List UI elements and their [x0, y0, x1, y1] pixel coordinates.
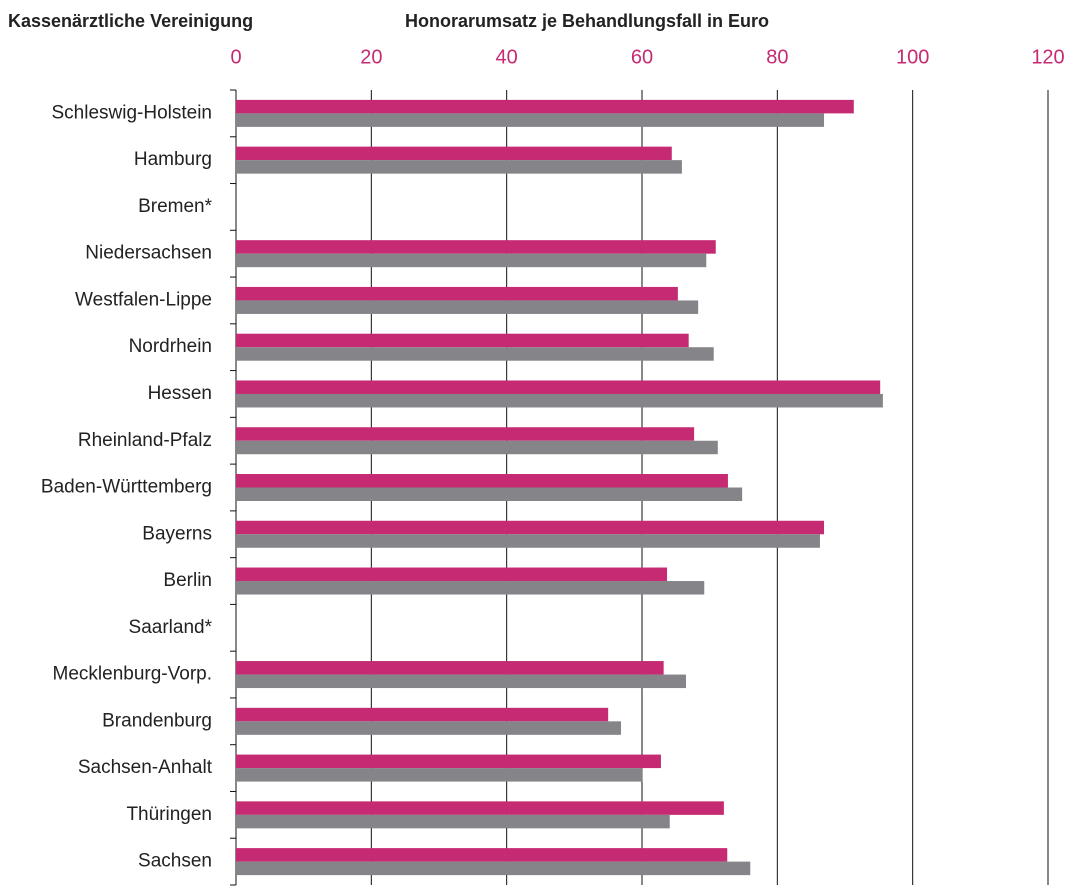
x-tick-label: 0: [230, 46, 241, 68]
y-tick-label: Schleswig-Holstein: [51, 102, 212, 123]
y-tick-label: Mecklenburg-Vorp.: [53, 664, 212, 685]
y-tick-label: Westfalen-Lippe: [75, 289, 212, 310]
y-tick-label: Saarland*: [129, 617, 213, 638]
bar: [236, 146, 672, 161]
bar: [236, 427, 695, 441]
x-tick-label: 20: [360, 46, 382, 68]
y-tick-label: Baden-Württemberg: [41, 477, 212, 498]
bar: [236, 567, 668, 582]
bar: [236, 534, 820, 548]
bar: [236, 474, 728, 488]
x-tick-label: 100: [896, 46, 929, 68]
bar: [236, 393, 883, 408]
y-tick-label: Nordrhein: [129, 336, 212, 357]
bar: [236, 674, 686, 689]
bar: [236, 487, 743, 501]
chart-title: Honorarumsatz je Behandlungsfall in Euro: [405, 11, 769, 31]
bar: [236, 814, 670, 829]
bar: [236, 848, 728, 862]
bar: [236, 253, 707, 268]
bar: [236, 801, 724, 815]
x-tick-label: 40: [496, 46, 518, 68]
x-tick-label: 60: [631, 46, 653, 68]
y-tick-label: Sachsen-Anhalt: [78, 757, 213, 778]
bar: [236, 661, 664, 675]
x-tick-label: 80: [766, 46, 788, 68]
bar: [236, 768, 643, 782]
y-tick-label: Rheinland-Pfalz: [78, 430, 212, 451]
bar: [236, 333, 689, 348]
bar: [236, 240, 716, 254]
y-tick-label: Brandenburg: [102, 710, 212, 731]
bar: [236, 99, 854, 114]
bar: [236, 113, 825, 127]
bar: [236, 721, 622, 735]
bar: [236, 581, 705, 595]
y-tick-label: Berlin: [163, 570, 212, 591]
y-tick-label: Bremen*: [138, 196, 213, 217]
bar: [236, 380, 881, 394]
x-tick-label: 120: [1031, 46, 1064, 68]
bar: [236, 520, 825, 535]
y-tick-label: Niedersachsen: [85, 243, 212, 264]
y-tick-label: Hessen: [148, 383, 212, 404]
bar: [236, 160, 682, 174]
y-tick-label: Thüringen: [126, 804, 212, 825]
y-tick-label: Sachsen: [138, 851, 212, 872]
category-axis-label: Kassenärztliche Vereinigung: [8, 11, 253, 31]
bar: [236, 754, 661, 769]
bar: [236, 861, 751, 876]
y-tick-label: Hamburg: [134, 149, 212, 170]
bar: [236, 440, 718, 455]
y-tick-label: Bayerns: [142, 523, 212, 544]
bar: [236, 300, 699, 314]
bar: [236, 347, 714, 361]
bar: [236, 286, 678, 301]
bar: [236, 707, 609, 722]
